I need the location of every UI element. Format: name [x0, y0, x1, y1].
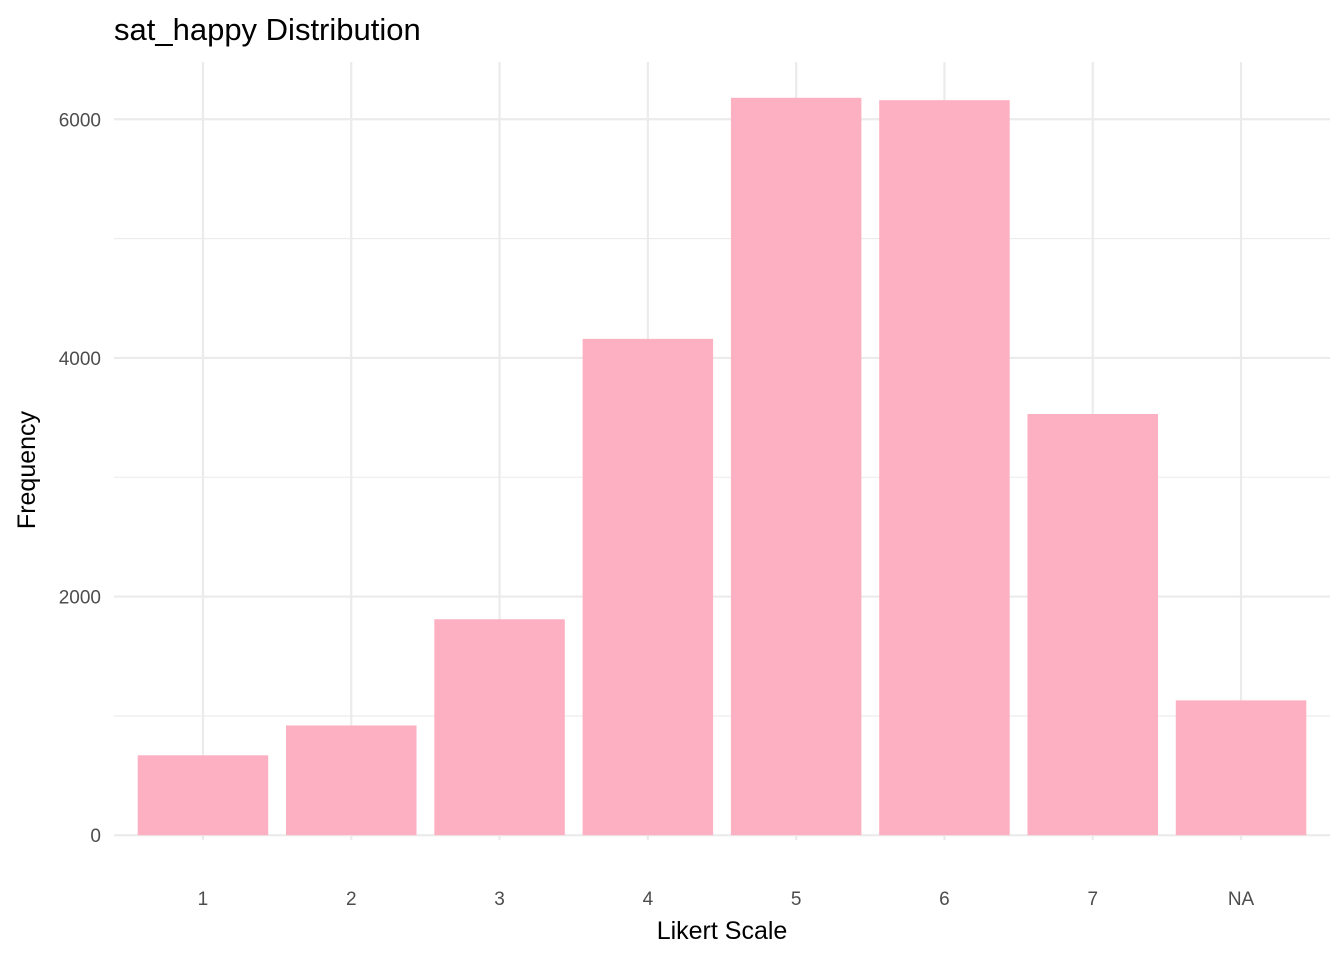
x-axis-title: Likert Scale [657, 917, 788, 945]
bar-5 [730, 97, 862, 836]
y-tick-label: 2000 [59, 588, 101, 609]
chart-title: sat_happy Distribution [114, 12, 421, 47]
y-tick-label: 6000 [59, 110, 101, 131]
x-tick-label: 2 [346, 889, 357, 910]
x-axis-tick-labels: 1 2 3 4 5 6 7 NA [198, 889, 1255, 910]
x-tick-label: 3 [494, 889, 505, 910]
x-tick-label: 7 [1087, 889, 1098, 910]
bar-4 [582, 338, 714, 836]
x-tick-label: 5 [791, 889, 802, 910]
bar-7 [1027, 414, 1158, 836]
bar-3 [434, 619, 565, 836]
x-tick-label: 6 [939, 889, 950, 910]
bar-na [1175, 700, 1307, 836]
bar-1 [137, 755, 269, 836]
x-tick-label: NA [1228, 889, 1255, 910]
bar-6 [879, 100, 1010, 836]
y-tick-label: 0 [90, 826, 101, 847]
x-tick-label: 1 [198, 889, 209, 910]
y-axis-tick-labels: 0 2000 4000 6000 [59, 110, 101, 847]
bar-2 [286, 725, 417, 836]
y-axis-title: Frequency [13, 410, 41, 529]
y-tick-label: 4000 [59, 349, 101, 370]
x-tick-label: 4 [643, 889, 654, 910]
bars [137, 97, 1307, 836]
